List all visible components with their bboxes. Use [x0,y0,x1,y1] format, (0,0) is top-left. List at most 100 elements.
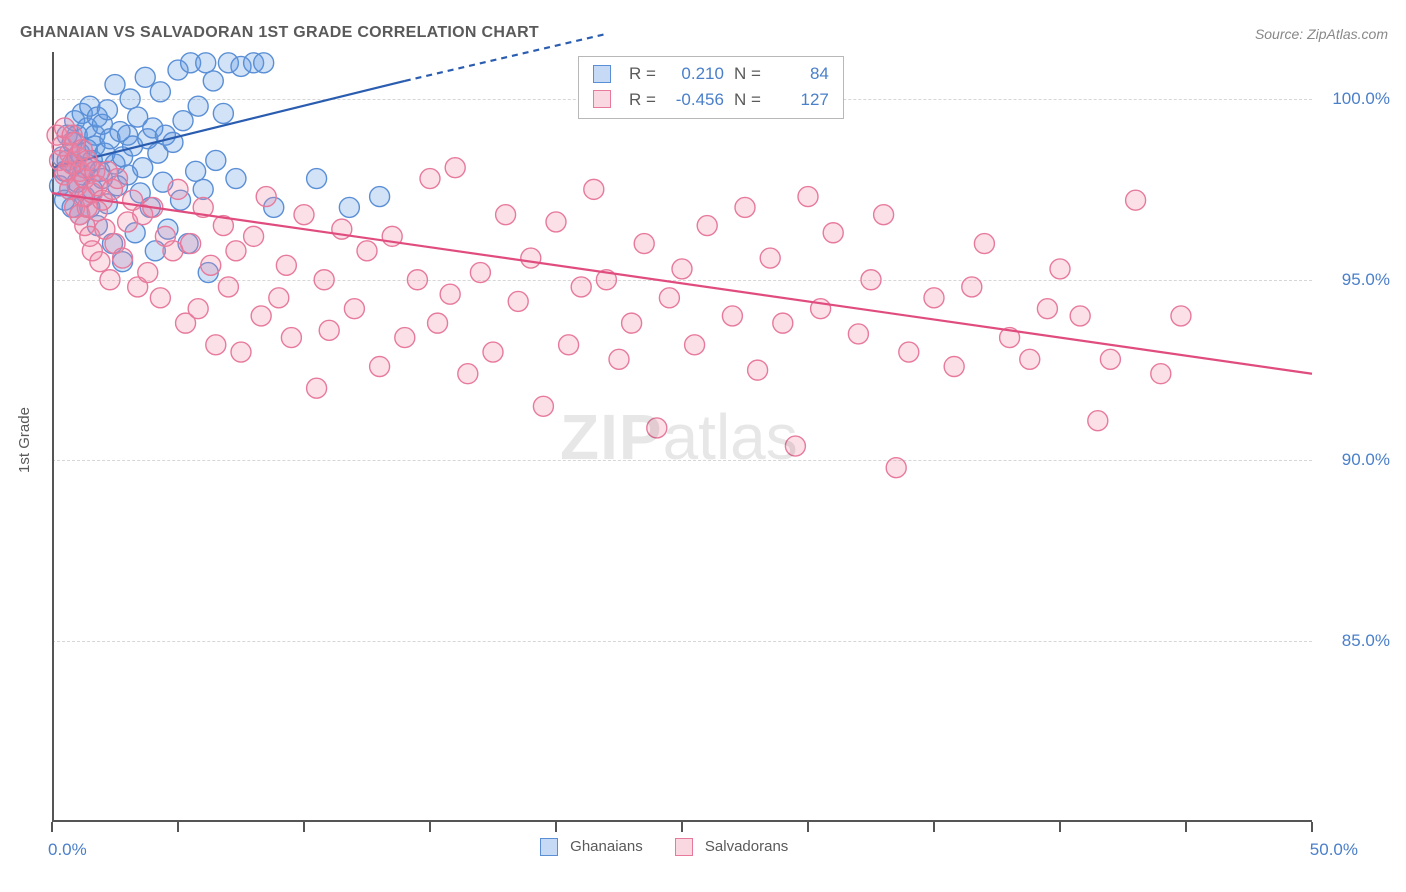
scatter-point [90,252,110,272]
scatter-point [181,234,201,254]
scatter-point [823,223,843,243]
stats-r-value-1: -0.456 [666,87,724,113]
scatter-point [798,187,818,207]
scatter-point [672,259,692,279]
chart-title: GHANAIAN VS SALVADORAN 1ST GRADE CORRELA… [20,24,539,42]
scatter-point [483,342,503,362]
scatter-point [559,335,579,355]
scatter-point [395,328,415,348]
scatter-point [760,248,780,268]
scatter-point [748,360,768,380]
stats-r-label: R = [629,61,656,87]
scatter-point [735,197,755,217]
scatter-point [848,324,868,344]
legend-swatch-1 [675,838,693,856]
scatter-point [226,241,246,261]
scatter-point [874,205,894,225]
stats-r-label: R = [629,87,656,113]
stats-r-value-0: 0.210 [666,61,724,87]
scatter-point [647,418,667,438]
scatter-point [135,67,155,87]
scatter-point [319,320,339,340]
scatter-point [1070,306,1090,326]
scatter-point [133,158,153,178]
scatter-point [251,306,271,326]
scatter-point [944,357,964,377]
legend-bottom: Ghanaians Salvadorans [540,838,788,856]
stats-row-0: R = 0.210 N = 84 [593,61,829,87]
scatter-point [974,234,994,254]
y-tick-label: 100.0% [1332,89,1390,109]
scatter-point [256,187,276,207]
legend-label-1: Salvadorans [705,838,788,855]
scatter-point [1050,259,1070,279]
y-tick-label: 90.0% [1342,450,1390,470]
scatter-point [100,270,120,290]
stats-swatch-0 [593,65,611,83]
stats-n-label: N = [734,87,761,113]
scatter-point [420,169,440,189]
legend-swatch-0 [540,838,558,856]
scatter-point [886,458,906,478]
scatter-point [150,288,170,308]
scatter-point [344,299,364,319]
scatter-point [584,179,604,199]
stats-box: R = 0.210 N = 84 R = -0.456 N = 127 [578,56,844,119]
scatter-point [108,169,128,189]
scatter-point [314,270,334,290]
x-tick-label-min: 0.0% [48,840,87,860]
scatter-point [1100,349,1120,369]
scatter-point [276,255,296,275]
stats-n-value-1: 127 [771,87,829,113]
scatter-point [339,197,359,217]
scatter-point [571,277,591,297]
scatter-point [173,111,193,131]
scatter-point [697,216,717,236]
scatter-point [188,96,208,116]
scatter-point [924,288,944,308]
scatter-point [269,288,289,308]
stats-row-1: R = -0.456 N = 127 [593,87,829,113]
scatter-point [213,103,233,123]
scatter-point [508,291,528,311]
scatter-point [521,248,541,268]
scatter-point [196,53,216,73]
scatter-point [1151,364,1171,384]
scatter-point [281,328,301,348]
scatter-point [622,313,642,333]
scatter-point [307,169,327,189]
scatter-point [962,277,982,297]
scatter-point [307,378,327,398]
scatter-point [357,241,377,261]
scatter-point [428,313,448,333]
scatter-point [231,342,251,362]
scatter-point [370,187,390,207]
scatter-point [150,82,170,102]
scatter-point [244,226,264,246]
scatter-point [168,179,188,199]
y-tick-label: 95.0% [1342,270,1390,290]
scatter-point [861,270,881,290]
stats-n-value-0: 84 [771,61,829,87]
scatter-point [138,263,158,283]
scatter-point [496,205,516,225]
scatter-point [659,288,679,308]
scatter-point [193,179,213,199]
x-tick-label-max: 50.0% [1310,840,1358,860]
scatter-point [113,248,133,268]
scatter-point [206,150,226,170]
source-text: Source: ZipAtlas.com [1255,26,1388,42]
scatter-point [120,89,140,109]
stats-swatch-1 [593,90,611,108]
scatter-point [445,158,465,178]
plot-svg [52,52,1312,822]
y-axis-label: 1st Grade [16,407,33,473]
scatter-point [186,161,206,181]
y-tick-label: 85.0% [1342,631,1390,651]
scatter-point [785,436,805,456]
scatter-point [722,306,742,326]
scatter-point [634,234,654,254]
scatter-point [1088,411,1108,431]
scatter-point [546,212,566,232]
scatter-point [1126,190,1146,210]
